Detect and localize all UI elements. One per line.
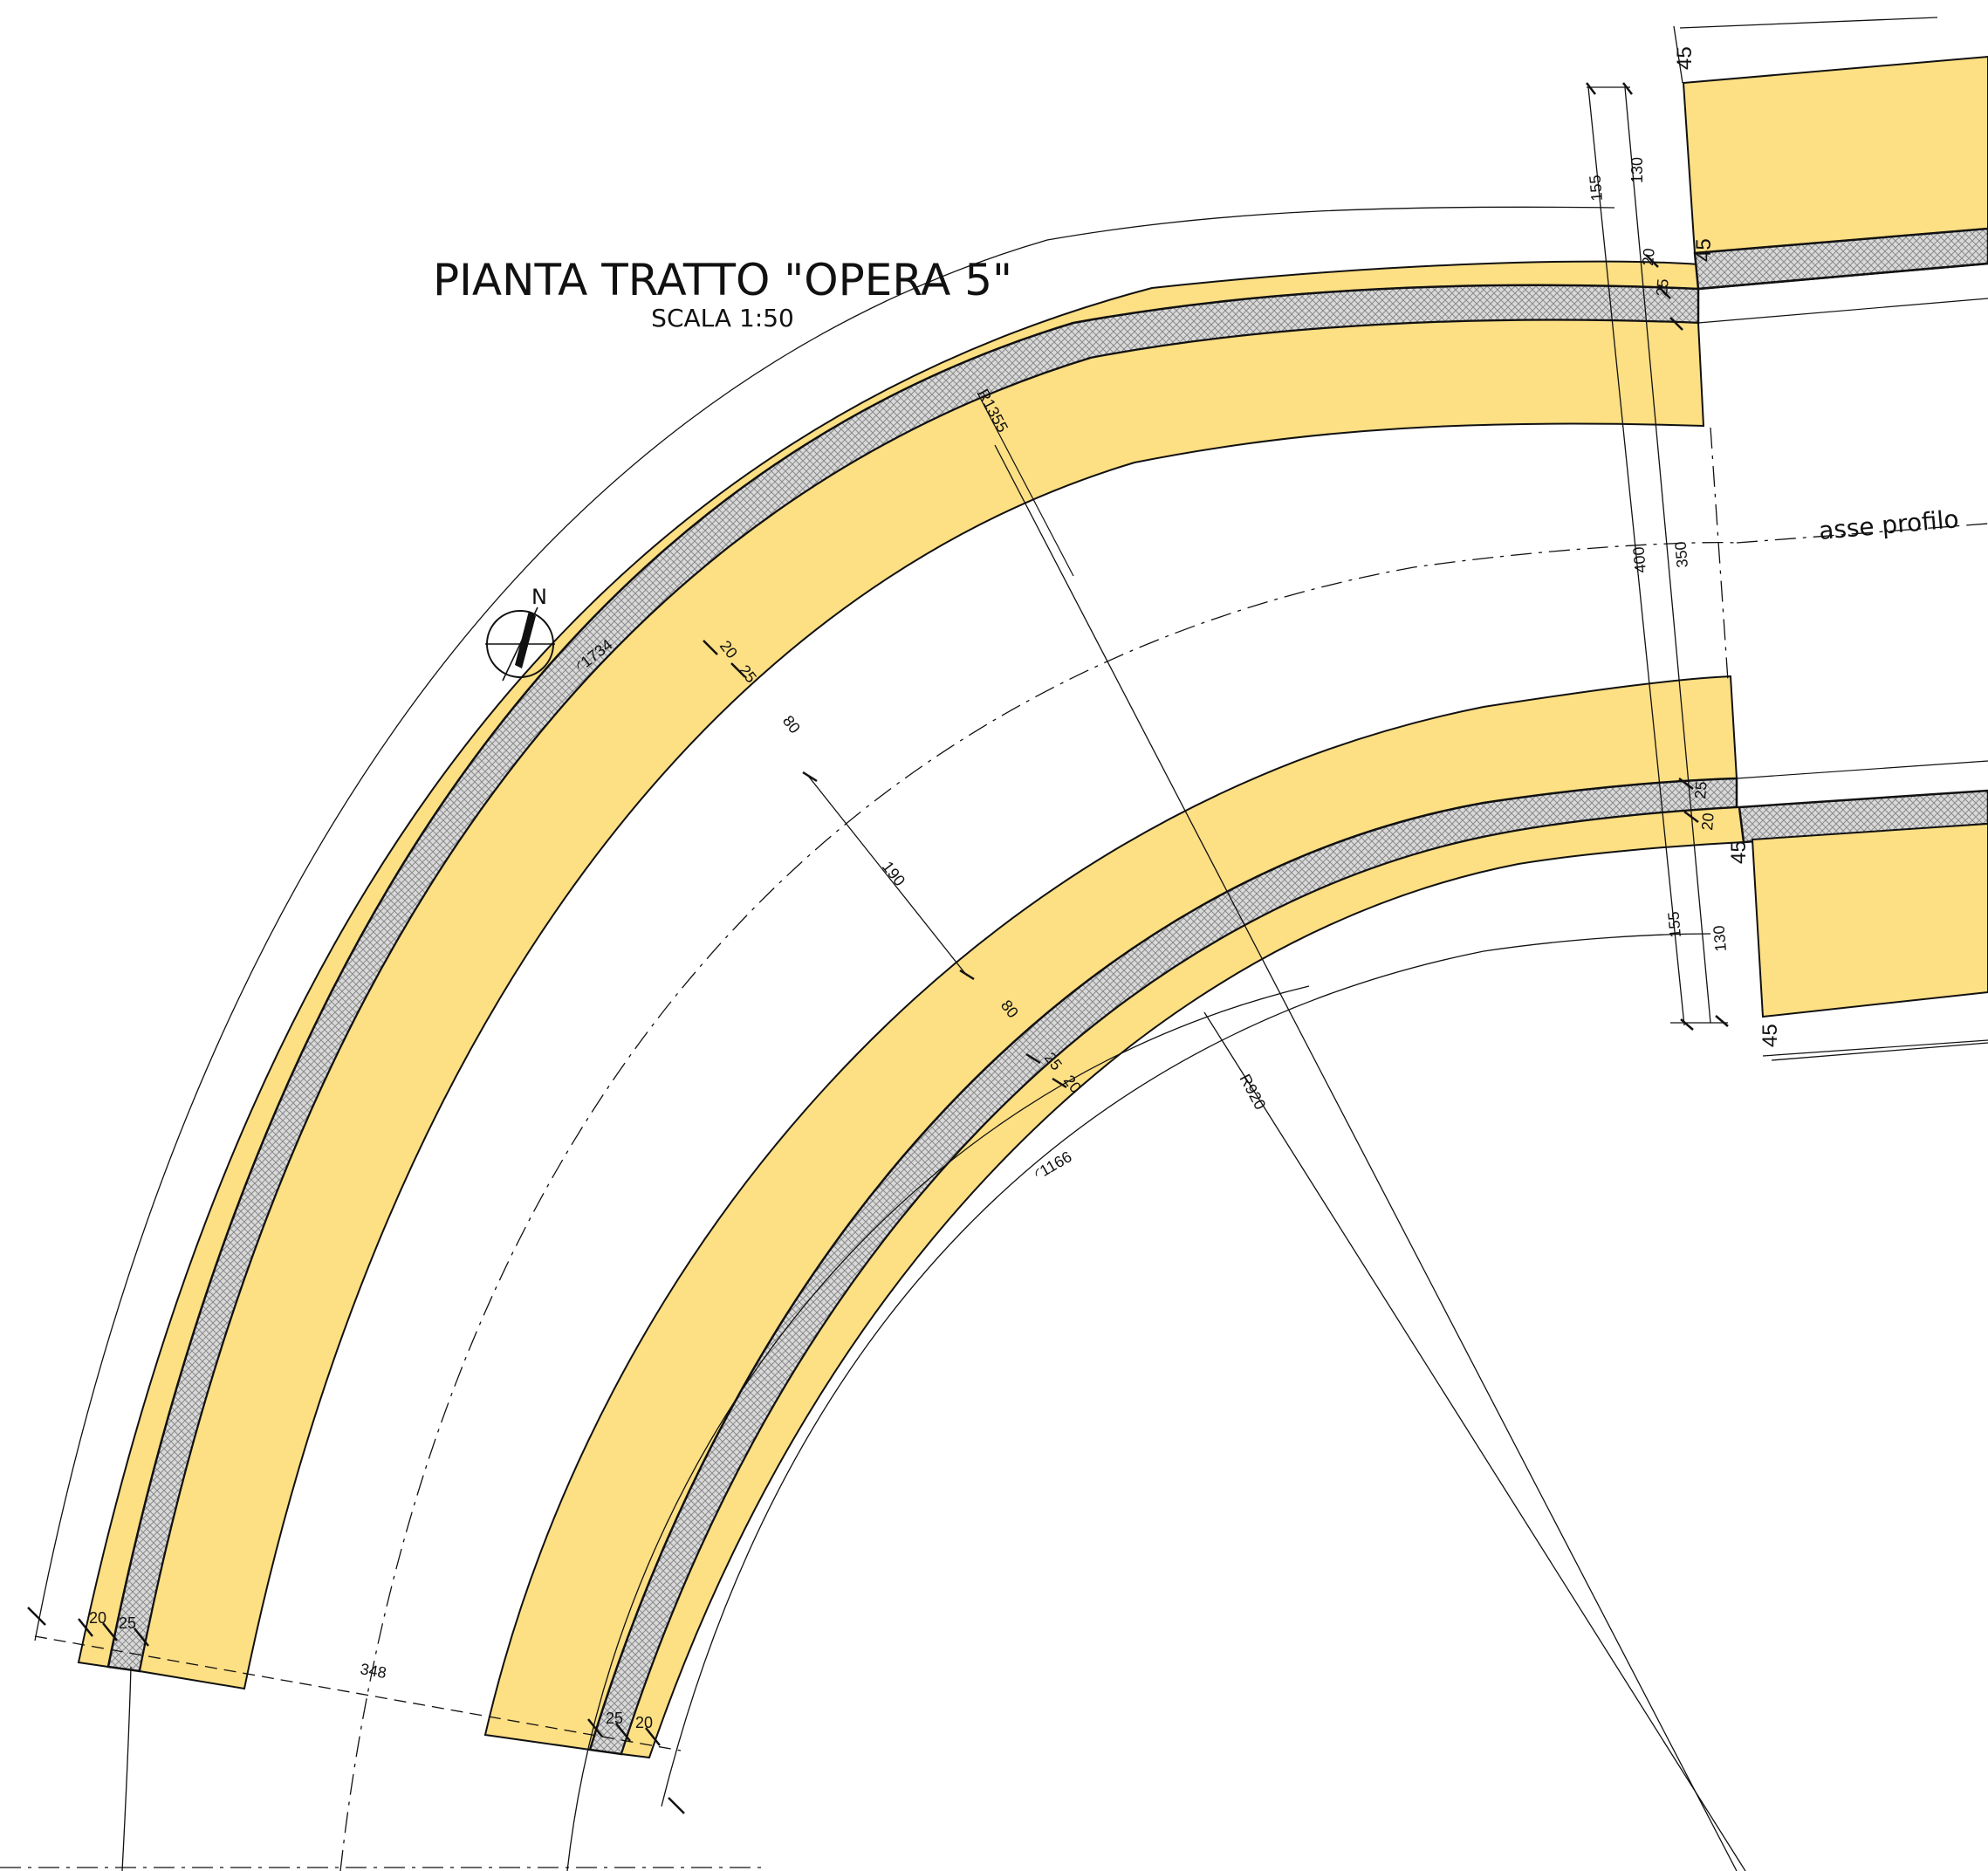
dim-mr-20: 20 [1698,812,1717,832]
dim-350: 350 [1671,541,1691,569]
dim-155-top: 155 [1586,175,1606,202]
dim-155-bottom: 155 [1664,911,1684,939]
dim-bc-25: 25 [606,1710,623,1727]
dim-tr-25: 25 [1653,278,1672,298]
axis-label: asse profilo [1818,504,1960,545]
radius-line-inner [1203,1011,1746,1871]
bottom-left-arc [121,1666,132,1871]
dim-span-horizontal: 348 [359,1660,387,1682]
straight-lower-block [1751,822,1988,1018]
inner-reference-arc [661,933,1711,1807]
outer-reference-arc [34,206,1615,1641]
dim-45-upper: 45 [1692,238,1716,262]
dim-348-line [34,1635,682,1751]
outer-wall [77,260,1705,1690]
dim-45-bottom: 45 [1758,1024,1782,1047]
inner-wall [483,675,1745,1759]
dim-bl-20: 20 [89,1609,106,1627]
axis-arc [339,541,1738,1871]
dim-tr-20: 20 [1639,248,1658,267]
dim-mr-25: 25 [1691,781,1710,800]
outer-wall-body [138,319,1705,1690]
dim-span-diagonal: 190 [879,858,908,889]
straight-segments [1682,55,1988,1057]
straight-upper-membrane [1693,227,1988,291]
axis-straight [1736,523,1988,544]
dim-bl-25: 25 [119,1614,136,1632]
north-label: N [531,585,547,609]
reference-lines [0,17,1988,1871]
vertical-axis [1710,427,1729,682]
ticks [27,82,1729,1814]
dim-wall-outer: 80 [779,712,804,737]
dim-arc-inner: ◜1166 [1032,1148,1075,1182]
page-title: PIANTA TRATTO "OPERA 5" [433,255,1012,305]
dim-45-lower: 45 [1727,840,1751,864]
lower-reference-arc [566,985,1310,1871]
north-arrow-icon: N [485,585,555,682]
straight-upper-block [1682,55,1988,255]
dim-130-bottom: 130 [1710,925,1730,953]
dim-190-line [807,775,968,977]
page-subtitle: SCALA 1:50 [651,304,794,332]
dim-r-inner: R920 [1236,1071,1269,1112]
dim-bc-20: 20 [635,1714,653,1731]
radius-line-outer [994,444,1738,1871]
dim-400: 400 [1629,546,1649,574]
dim-130-top: 130 [1628,157,1646,183]
dim-45-top: 45 [1673,46,1697,70]
straight-lower-membrane [1738,789,1988,844]
